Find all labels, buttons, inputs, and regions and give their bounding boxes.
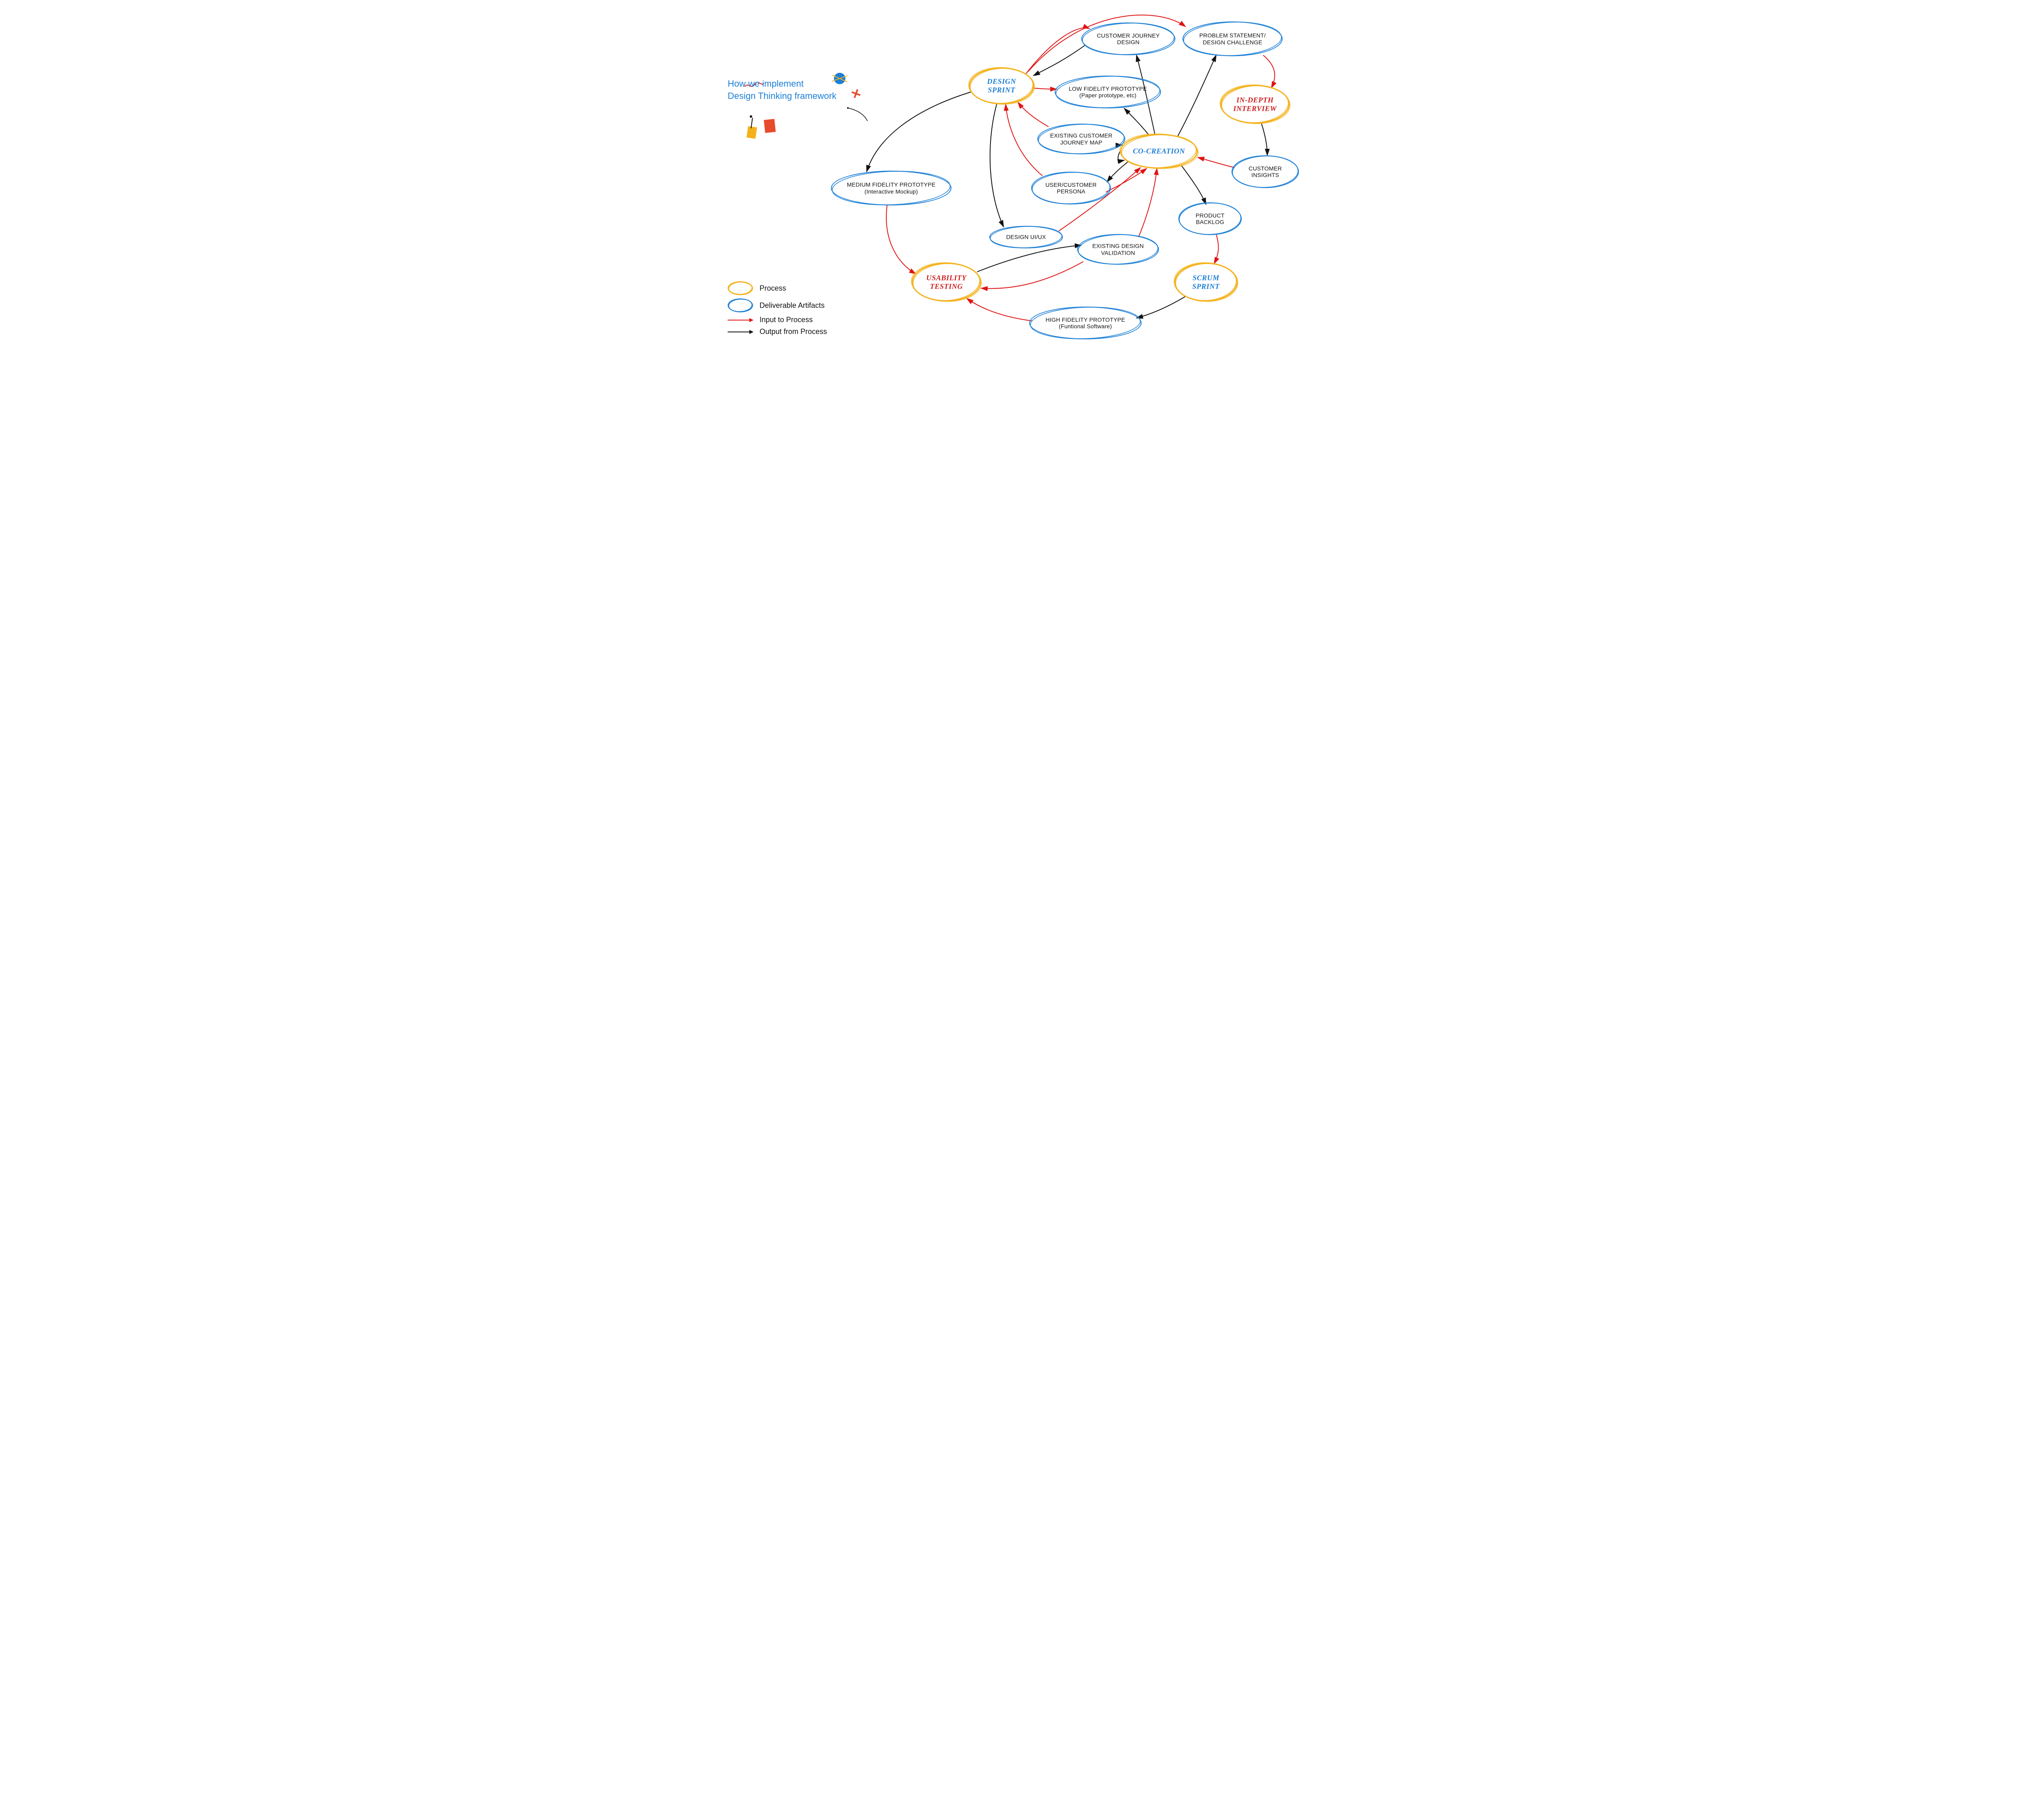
node-label: DESIGNSPRINT — [984, 76, 1019, 96]
legend-artifact-icon — [728, 298, 753, 312]
node-customer-insights: CUSTOMERINSIGHTS — [1232, 155, 1299, 188]
edge-user_persona-to-design_sprint — [1006, 104, 1042, 176]
legend-artifact-label: Deliverable Artifacts — [760, 301, 825, 310]
node-product-backlog: PRODUCTBACKLOG — [1179, 202, 1242, 235]
node-design-sprint: DESIGNSPRINT — [969, 67, 1034, 104]
node-label: MEDIUM FIDELITY PROTOTYPE(Interactive Mo… — [844, 180, 939, 196]
node-label: SCRUMSPRINT — [1189, 272, 1223, 292]
node-high-fi-prototype: HIGH FIDELITY PROTOTYPE(Funtional Softwa… — [1029, 307, 1142, 339]
edge-problem_statement-to-in_depth_interview — [1263, 55, 1275, 88]
node-problem-statement: PROBLEM STATEMENT/DESIGN CHALLENGE — [1183, 22, 1283, 56]
edge-design_sprint-to-medium_fi_prototype — [867, 92, 971, 172]
edge-existing_journey_map-to-design_sprint — [1018, 102, 1049, 127]
diagram-title: How we implement Design Thinking framewo… — [728, 78, 867, 102]
edge-existing_design_validation-to-usability_testing — [981, 262, 1083, 289]
edge-design_sprint-to-design_uiux — [990, 104, 1004, 227]
node-label: CUSTOMER JOURNEYDESIGN — [1094, 31, 1163, 47]
edge-co_creation-to-low_fi_prototype — [1124, 108, 1149, 135]
node-user-persona: USER/CUSTOMERPERSONA — [1031, 172, 1111, 204]
node-label: IN-DEPTHINTERVIEW — [1230, 94, 1280, 114]
edge-in_depth_interview-to-customer_insights — [1261, 123, 1267, 155]
title-line1: How we implement — [728, 78, 867, 90]
node-design-uiux: DESIGN UI/UX — [989, 226, 1063, 249]
legend-input: Input to Process — [728, 316, 827, 324]
legend-process-label: Process — [760, 284, 786, 293]
edge-customer_insights-to-co_creation — [1198, 157, 1235, 168]
edge-co_creation-to-product_backlog — [1181, 166, 1206, 204]
legend-process-icon — [728, 281, 753, 295]
node-label: HIGH FIDELITY PROTOTYPE(Funtional Softwa… — [1042, 315, 1129, 331]
edge-high_fi_prototype-to-usability_testing — [967, 298, 1032, 321]
node-label: USER/CUSTOMERPERSONA — [1042, 180, 1100, 196]
edge-product_backlog-to-scrum_sprint — [1214, 234, 1218, 264]
legend-output: Output from Process — [728, 327, 827, 336]
legend-artifact: Deliverable Artifacts — [728, 298, 827, 312]
node-existing-journey-map: EXISTING CUSTOMERJOURNEY MAP — [1038, 124, 1125, 155]
node-low-fi-prototype: LOW FIDELITY PROTOTYPE(Paper prototype, … — [1055, 76, 1161, 108]
decoration-curve — [846, 106, 871, 123]
node-usability-testing: USABILITYTESTING — [912, 263, 981, 302]
node-in-depth-interview: IN-DEPTHINTERVIEW — [1220, 85, 1290, 124]
node-label: EXISTING CUSTOMERJOURNEY MAP — [1047, 131, 1116, 147]
node-scrum-sprint: SCRUMSPRINT — [1174, 263, 1238, 302]
node-label: CUSTOMERINSIGHTS — [1245, 164, 1285, 180]
edge-co_creation-to-problem_statement — [1177, 55, 1216, 137]
decoration-square-yellow — [746, 126, 757, 139]
legend-input-icon — [728, 320, 753, 321]
node-existing-design-validation: EXISTING DESIGNVALIDATION — [1077, 234, 1159, 265]
node-customer-journey-design: CUSTOMER JOURNEYDESIGN — [1081, 22, 1175, 55]
legend-output-label: Output from Process — [760, 327, 827, 336]
title-line2: Design Thinking framework — [728, 90, 867, 102]
diagram-canvas: How we implement Design Thinking framewo… — [715, 0, 1329, 347]
node-label: PROBLEM STATEMENT/DESIGN CHALLENGE — [1196, 31, 1269, 47]
legend-input-label: Input to Process — [760, 316, 813, 324]
edge-customer_journey_design-to-design_sprint — [1033, 45, 1085, 76]
decoration-square-red — [764, 119, 775, 133]
edge-design_sprint-to-customer_journey_design — [1026, 28, 1089, 74]
legend: Process Deliverable Artifacts Input to P… — [728, 278, 827, 339]
node-medium-fi-prototype: MEDIUM FIDELITY PROTOTYPE(Interactive Mo… — [831, 171, 952, 206]
node-label: PRODUCTBACKLOG — [1192, 211, 1228, 227]
edge-design_sprint-to-low_fi_prototype — [1032, 88, 1057, 89]
legend-process: Process — [728, 281, 827, 295]
edge-existing_design_validation-to-co_creation — [1139, 168, 1157, 237]
node-label: EXISTING DESIGNVALIDATION — [1089, 241, 1147, 258]
edge-usability_testing-to-existing_design_validation — [977, 245, 1081, 272]
node-label: USABILITYTESTING — [923, 272, 970, 292]
node-label: LOW FIDELITY PROTOTYPE(Paper prototype, … — [1065, 84, 1150, 100]
node-label: DESIGN UI/UX — [1003, 232, 1049, 242]
node-co-creation: CO-CREATION — [1120, 134, 1198, 169]
edge-user_persona-to-co_creation — [1106, 168, 1147, 192]
node-label: CO-CREATION — [1130, 146, 1188, 157]
